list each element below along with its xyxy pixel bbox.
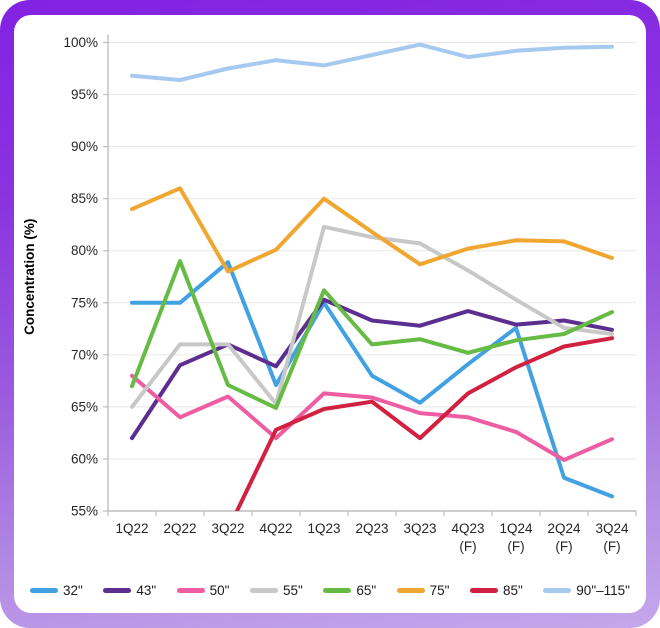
legend-item-43: 43" bbox=[103, 583, 156, 598]
y-tick-label: 90% bbox=[71, 139, 98, 154]
series-line-43 bbox=[130, 297, 614, 441]
y-tick-label: 100% bbox=[63, 35, 98, 50]
legend-label: 65" bbox=[356, 582, 377, 598]
legend-swatch bbox=[30, 587, 58, 593]
y-tick-label: 80% bbox=[71, 243, 98, 258]
y-tick-label: 65% bbox=[71, 399, 98, 414]
legend-label: 75" bbox=[429, 582, 450, 598]
legend-item-32: 32" bbox=[30, 583, 83, 598]
series-line-65 bbox=[130, 259, 614, 410]
series-line-90115 bbox=[130, 42, 614, 82]
x-tick-label: 3Q24 bbox=[595, 521, 629, 536]
x-tick-label: 2Q22 bbox=[163, 521, 196, 536]
y-tick-label: 60% bbox=[71, 451, 98, 466]
y-axis-title: Concentration (%) bbox=[22, 219, 37, 335]
y-tick-label: 70% bbox=[71, 347, 98, 362]
x-tick-forecast-label: (F) bbox=[507, 539, 524, 554]
legend-label: 43" bbox=[136, 582, 157, 598]
series-line-32 bbox=[130, 260, 614, 499]
legend-swatch bbox=[323, 587, 352, 593]
legend-swatch bbox=[249, 587, 278, 593]
x-tick-label: 4Q22 bbox=[259, 521, 292, 536]
x-tick-label: 3Q22 bbox=[211, 521, 244, 536]
series-line-85 bbox=[234, 336, 614, 511]
legend-label: 32" bbox=[63, 582, 83, 598]
x-tick-label: 1Q24 bbox=[499, 521, 533, 536]
series-line-50 bbox=[130, 373, 614, 462]
legend-item-65: 65" bbox=[323, 583, 376, 598]
legend-item-75: 75" bbox=[396, 582, 450, 598]
legend-item-90115: 90"–115" bbox=[543, 583, 630, 598]
x-tick-label: 2Q23 bbox=[355, 521, 388, 536]
legend-label: 55" bbox=[282, 582, 303, 598]
y-tick-label: 85% bbox=[71, 191, 98, 206]
series-line-75 bbox=[130, 186, 614, 274]
chart-legend: 32" 43" 50" 55" 65" 75" 85" 90"–115" bbox=[14, 575, 646, 605]
legend-item-50: 50" bbox=[176, 582, 230, 598]
legend-label: 50" bbox=[209, 582, 230, 598]
y-tick-label: 95% bbox=[71, 87, 98, 102]
legend-label: 90"–115" bbox=[576, 582, 630, 598]
line-chart: 100% 95% 90% 85% 80% 75% 70% 65% 60% 55% 1Q22 2Q22 3… bbox=[22, 34, 637, 554]
x-tick-label: 1Q23 bbox=[307, 521, 340, 536]
legend-swatch bbox=[176, 587, 205, 593]
legend-label: 85" bbox=[502, 582, 523, 598]
chart-card: 100% 95% 90% 85% 80% 75% 70% 65% 60% 55% 1Q22 2Q22 3… bbox=[14, 15, 646, 613]
x-tick-forecast-label: (F) bbox=[555, 539, 572, 554]
legend-swatch bbox=[396, 587, 425, 593]
x-tick-label: 3Q23 bbox=[403, 521, 436, 536]
legend-swatch bbox=[103, 587, 132, 593]
x-tick-label: 1Q22 bbox=[115, 521, 148, 536]
legend-swatch bbox=[469, 587, 498, 593]
y-tick-label: 55% bbox=[71, 504, 98, 519]
x-tick-forecast-label: (F) bbox=[603, 539, 620, 554]
chart-plot-area: 100% 95% 90% 85% 80% 75% 70% 65% 60% 55% 1Q22 2Q22 3… bbox=[14, 15, 646, 567]
x-tick-label: 4Q23 bbox=[451, 521, 484, 536]
legend-item-85: 85" bbox=[469, 582, 523, 598]
x-tick-forecast-label: (F) bbox=[459, 539, 476, 554]
legend-item-55: 55" bbox=[249, 582, 303, 598]
legend-swatch bbox=[543, 587, 572, 593]
y-tick-label: 75% bbox=[71, 295, 98, 310]
series-line-55 bbox=[130, 224, 614, 409]
x-tick-label: 2Q24 bbox=[547, 521, 581, 536]
